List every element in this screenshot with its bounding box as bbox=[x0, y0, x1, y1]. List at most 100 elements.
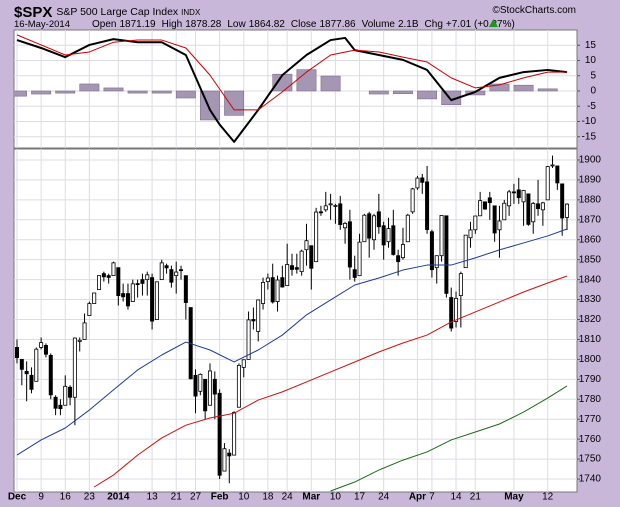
histogram-bar bbox=[368, 90, 389, 95]
candle-body bbox=[357, 241, 362, 277]
candle-body bbox=[410, 188, 415, 213]
quote-label: Close bbox=[291, 19, 317, 30]
candle-body bbox=[338, 203, 343, 225]
x-tick-label: Mar bbox=[302, 492, 320, 503]
candle-body bbox=[323, 205, 328, 211]
x-tick-label: Feb bbox=[211, 492, 229, 503]
candle-body bbox=[526, 193, 531, 225]
candle-body bbox=[97, 275, 102, 290]
y-tick-label: 1800 bbox=[579, 354, 602, 365]
candle-body bbox=[294, 267, 299, 270]
candle-body bbox=[429, 231, 434, 271]
y-tick-label: 1760 bbox=[579, 434, 602, 445]
x-tick-label: 7 bbox=[429, 492, 435, 503]
y-tick-label: 1870 bbox=[579, 214, 602, 225]
candle-body bbox=[420, 177, 425, 183]
candle-body bbox=[261, 282, 266, 304]
histogram-bar bbox=[296, 69, 317, 92]
y-tick-label: 1850 bbox=[579, 254, 602, 265]
candle-body bbox=[58, 404, 63, 410]
y-tick-label: 1770 bbox=[579, 414, 602, 425]
candle-body bbox=[289, 265, 294, 270]
candle-body bbox=[285, 264, 290, 287]
histogram-bar bbox=[127, 90, 148, 94]
histogram-bar bbox=[393, 90, 413, 95]
histogram-bar bbox=[224, 90, 245, 116]
candle-body bbox=[159, 262, 164, 281]
candle-body bbox=[150, 277, 155, 322]
indicator-line bbox=[330, 385, 568, 492]
candle-body bbox=[53, 396, 58, 409]
quote-label: Volume bbox=[362, 19, 396, 30]
quote-value: 2.1B bbox=[398, 19, 419, 30]
candle-body bbox=[497, 220, 502, 231]
y-tick-label: 1890 bbox=[579, 175, 602, 186]
histogram-bar bbox=[31, 90, 52, 95]
quote: Open 1871.19 High 1878.28 Low 1864.82 Close 187… bbox=[92, 19, 515, 30]
candle-body bbox=[174, 271, 179, 277]
candle-body bbox=[207, 370, 212, 406]
candle-body bbox=[72, 337, 77, 398]
plot-area bbox=[14, 34, 568, 143]
x-tick-label: 10 bbox=[238, 492, 250, 503]
candle-body bbox=[550, 164, 555, 167]
x-tick-label: May bbox=[504, 492, 524, 503]
candle-body bbox=[241, 359, 246, 368]
y-tick-label: 1740 bbox=[579, 474, 602, 485]
candle-body bbox=[179, 269, 184, 272]
candle-body bbox=[135, 283, 140, 286]
y-tick-label: 1830 bbox=[579, 294, 602, 305]
candle-body bbox=[318, 211, 323, 214]
candle-body bbox=[439, 215, 444, 257]
candle-body bbox=[458, 273, 463, 296]
quote-label: High bbox=[162, 19, 183, 30]
quote-value: 1878.28 bbox=[185, 19, 222, 30]
x-tick-label: 14 bbox=[450, 492, 462, 503]
y-tick-label: 15 bbox=[585, 40, 597, 51]
quote-date: 16-May-2014 bbox=[14, 19, 70, 30]
candle-body bbox=[463, 234, 468, 269]
candle-body bbox=[154, 281, 159, 320]
candle-body bbox=[560, 183, 565, 219]
candle-body bbox=[227, 452, 232, 457]
candle-body bbox=[492, 205, 497, 234]
candle-body bbox=[125, 293, 130, 307]
candle-body bbox=[140, 279, 145, 284]
y-tick-label: 1820 bbox=[579, 314, 602, 325]
y-tick-label: -5 bbox=[587, 101, 596, 112]
candle-body bbox=[275, 279, 280, 302]
plot-area bbox=[14, 155, 570, 492]
candle-body bbox=[449, 297, 454, 329]
candle-body bbox=[77, 339, 82, 342]
histogram-bar bbox=[14, 90, 27, 97]
x-tick-label: 17 bbox=[354, 492, 366, 503]
candle-body bbox=[130, 283, 135, 302]
source: ©StockCharts.com bbox=[492, 5, 576, 16]
x-tick-label: 27 bbox=[190, 492, 202, 503]
candle-body bbox=[545, 166, 550, 201]
candle-body bbox=[246, 319, 251, 360]
candle-body bbox=[92, 292, 97, 304]
quote-label: Low bbox=[227, 19, 246, 30]
candle-body bbox=[251, 319, 256, 322]
y-tick-label: 1750 bbox=[579, 454, 602, 465]
candle-body bbox=[87, 303, 92, 316]
candle-body bbox=[328, 203, 333, 206]
candle-body bbox=[299, 250, 304, 273]
change-arrow bbox=[488, 19, 498, 27]
candle-body bbox=[487, 197, 492, 204]
candle-body bbox=[372, 215, 377, 241]
histogram-bar bbox=[55, 90, 76, 94]
candle-body bbox=[454, 297, 459, 322]
candle-body bbox=[48, 354, 53, 396]
indicator-line bbox=[16, 34, 567, 111]
candle-body bbox=[314, 211, 319, 263]
candle-body bbox=[511, 191, 516, 194]
quote-value: 1871.19 bbox=[119, 19, 156, 30]
candle-body bbox=[217, 392, 222, 476]
x-tick-label: 18 bbox=[262, 492, 274, 503]
candle-body bbox=[43, 345, 48, 355]
candle-body bbox=[14, 347, 19, 358]
candle-body bbox=[425, 181, 430, 230]
